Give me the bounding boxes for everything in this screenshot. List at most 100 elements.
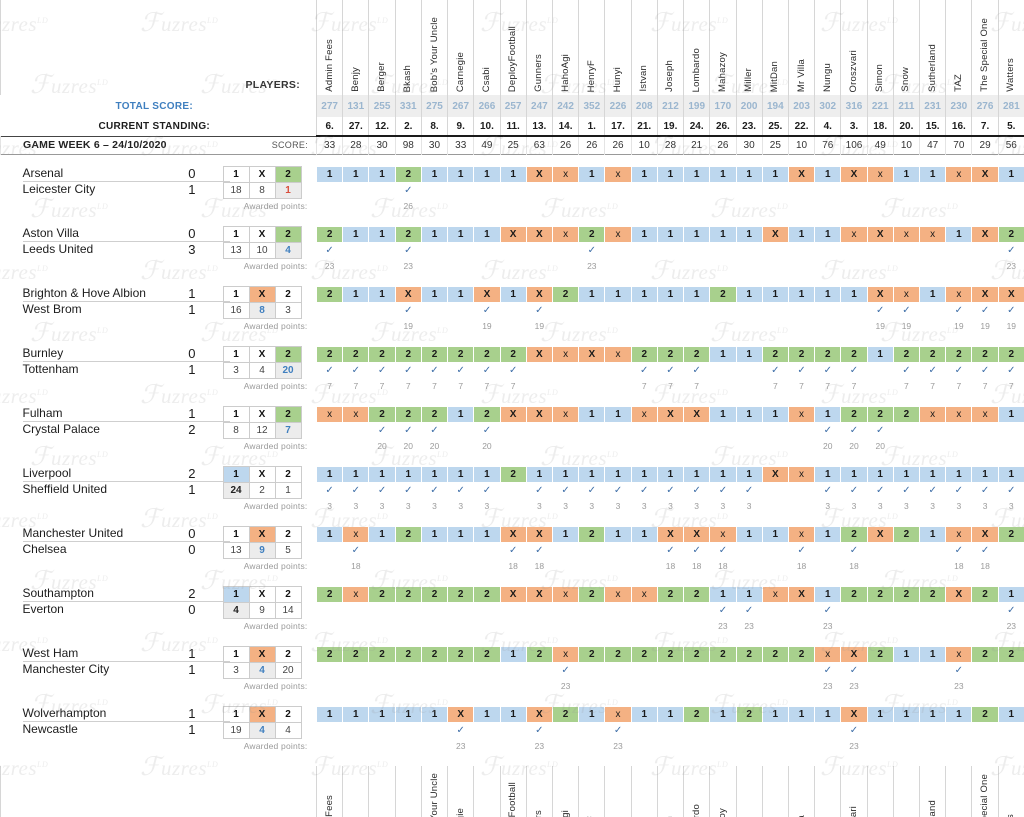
odds-label-x[interactable]: X (248, 226, 276, 243)
prediction-cell[interactable]: 1 (656, 465, 685, 483)
prediction-cell[interactable]: 1 (997, 165, 1024, 183)
prediction-cell[interactable]: x (342, 525, 370, 543)
prediction-cell[interactable]: x (630, 405, 658, 423)
prediction-cell[interactable]: x (945, 165, 973, 183)
prediction-cell[interactable]: 1 (473, 465, 501, 483)
prediction-cell[interactable]: x (945, 405, 973, 423)
prediction-cell[interactable]: x (814, 645, 842, 663)
prediction-cell[interactable]: 2 (342, 345, 370, 363)
prediction-cell[interactable]: 1 (368, 165, 396, 183)
prediction-cell[interactable]: 1 (787, 705, 816, 723)
prediction-cell[interactable]: 2 (578, 585, 606, 603)
prediction-cell[interactable]: 2 (919, 345, 947, 363)
prediction-cell[interactable]: x (315, 405, 344, 423)
prediction-cell[interactable]: 1 (499, 705, 527, 723)
prediction-cell[interactable]: 1 (892, 645, 921, 663)
prediction-cell[interactable]: x (761, 585, 789, 603)
prediction-cell[interactable]: 1 (499, 645, 527, 663)
prediction-cell[interactable]: X (761, 465, 789, 483)
prediction-cell[interactable]: 2 (656, 585, 685, 603)
prediction-cell[interactable]: 2 (551, 285, 580, 303)
prediction-cell[interactable]: 2 (394, 165, 422, 183)
prediction-cell[interactable]: 1 (315, 165, 344, 183)
prediction-cell[interactable]: 1 (447, 285, 475, 303)
prediction-cell[interactable]: 1 (683, 465, 711, 483)
prediction-cell[interactable]: 2 (840, 585, 868, 603)
odds-label-1[interactable]: 1 (222, 586, 250, 603)
prediction-cell[interactable]: 1 (578, 705, 606, 723)
prediction-cell[interactable]: 2 (971, 585, 999, 603)
prediction-cell[interactable]: 1 (447, 405, 475, 423)
prediction-cell[interactable]: 1 (420, 465, 449, 483)
prediction-cell[interactable]: 1 (342, 465, 370, 483)
prediction-cell[interactable]: 1 (420, 225, 449, 243)
prediction-cell[interactable]: 2 (866, 645, 894, 663)
prediction-cell[interactable]: 1 (997, 465, 1024, 483)
odds-label-2[interactable]: 2 (274, 466, 302, 483)
odds-label-x[interactable]: X (248, 646, 276, 663)
prediction-cell[interactable]: 1 (761, 705, 789, 723)
prediction-cell[interactable]: 2 (683, 345, 711, 363)
prediction-cell[interactable]: 1 (656, 285, 685, 303)
prediction-cell[interactable]: 1 (368, 225, 396, 243)
prediction-cell[interactable]: 1 (735, 165, 763, 183)
prediction-cell[interactable]: 2 (394, 585, 422, 603)
prediction-cell[interactable]: 1 (892, 465, 921, 483)
prediction-cell[interactable]: 1 (604, 285, 632, 303)
prediction-cell[interactable]: 1 (814, 465, 842, 483)
prediction-cell[interactable]: 1 (735, 405, 763, 423)
prediction-cell[interactable]: 2 (394, 645, 422, 663)
prediction-cell[interactable]: 2 (473, 645, 501, 663)
prediction-cell[interactable]: 1 (447, 165, 475, 183)
prediction-cell[interactable]: 1 (866, 465, 894, 483)
prediction-cell[interactable]: x (604, 345, 632, 363)
prediction-cell[interactable]: 2 (315, 225, 344, 243)
prediction-cell[interactable]: X (525, 705, 553, 723)
prediction-cell[interactable]: 2 (892, 585, 921, 603)
prediction-cell[interactable]: 1 (342, 225, 370, 243)
prediction-cell[interactable]: X (525, 285, 553, 303)
prediction-cell[interactable]: 1 (578, 165, 606, 183)
prediction-cell[interactable]: x (866, 165, 894, 183)
prediction-cell[interactable]: X (499, 225, 527, 243)
prediction-cell[interactable]: X (971, 165, 999, 183)
prediction-cell[interactable]: 2 (997, 345, 1024, 363)
prediction-cell[interactable]: 1 (447, 225, 475, 243)
prediction-cell[interactable]: 1 (814, 525, 842, 543)
prediction-cell[interactable]: 2 (394, 525, 422, 543)
prediction-cell[interactable]: 2 (892, 405, 921, 423)
prediction-cell[interactable]: x (551, 345, 580, 363)
odds-label-1[interactable]: 1 (222, 706, 250, 723)
prediction-cell[interactable]: x (551, 165, 580, 183)
prediction-cell[interactable]: X (761, 225, 789, 243)
prediction-cell[interactable]: 1 (604, 405, 632, 423)
prediction-cell[interactable]: 1 (630, 525, 658, 543)
prediction-cell[interactable]: 1 (473, 525, 501, 543)
prediction-cell[interactable]: X (840, 705, 868, 723)
odds-label-1[interactable]: 1 (222, 346, 250, 363)
prediction-cell[interactable]: x (630, 585, 658, 603)
prediction-cell[interactable]: 1 (840, 285, 868, 303)
prediction-cell[interactable]: 2 (315, 585, 344, 603)
odds-label-x[interactable]: X (248, 526, 276, 543)
prediction-cell[interactable]: 2 (551, 705, 580, 723)
odds-label-1[interactable]: 1 (222, 226, 250, 243)
odds-label-2[interactable]: 2 (274, 406, 302, 423)
prediction-cell[interactable]: 1 (499, 165, 527, 183)
prediction-cell[interactable]: 2 (735, 705, 763, 723)
prediction-cell[interactable]: 1 (866, 345, 894, 363)
prediction-cell[interactable]: X (525, 525, 553, 543)
prediction-cell[interactable]: 1 (735, 345, 763, 363)
prediction-cell[interactable]: 1 (761, 165, 789, 183)
prediction-cell[interactable]: 1 (709, 165, 737, 183)
prediction-cell[interactable]: 1 (630, 705, 658, 723)
prediction-cell[interactable]: 1 (447, 465, 475, 483)
prediction-cell[interactable]: 1 (604, 465, 632, 483)
prediction-cell[interactable]: X (394, 285, 422, 303)
prediction-cell[interactable]: 1 (919, 705, 947, 723)
prediction-cell[interactable]: X (499, 525, 527, 543)
prediction-cell[interactable]: 2 (447, 645, 475, 663)
prediction-cell[interactable]: 2 (447, 585, 475, 603)
prediction-cell[interactable]: X (866, 285, 894, 303)
prediction-cell[interactable]: 1 (814, 285, 842, 303)
